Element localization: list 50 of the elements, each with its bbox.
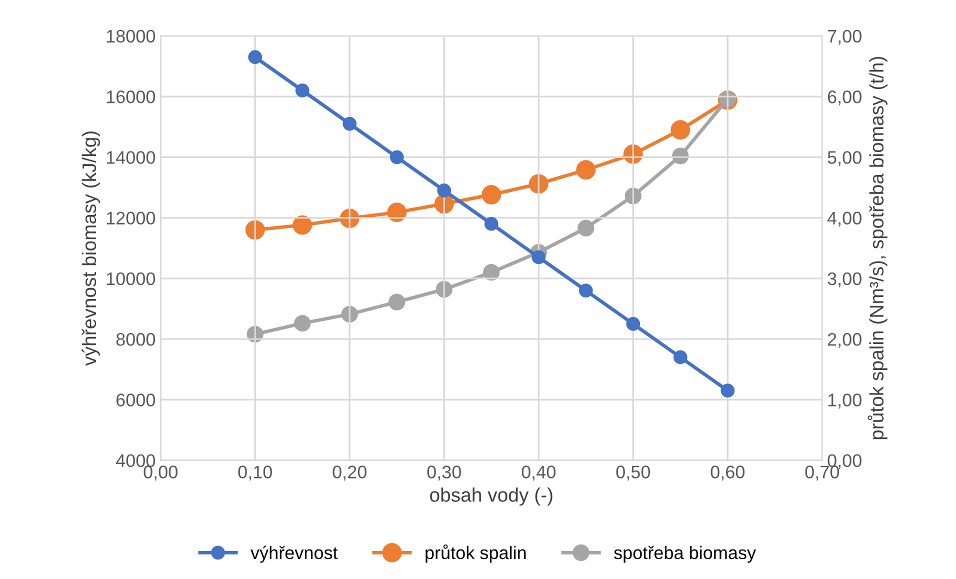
y2-tick-label: 3,00	[828, 272, 862, 288]
y-tick-label: 14000	[106, 151, 156, 164]
legend-label: průtok spalin	[426, 544, 526, 563]
y2-tick-label: 7,00	[828, 30, 862, 45]
y2-tick-label: 5,00	[828, 151, 862, 166]
y-tick-label: 16000	[106, 90, 156, 104]
x-tick-label: 0,50	[616, 466, 650, 481]
y-axis-title: výhřevnost biomasy (kJ/kg)	[82, 132, 100, 366]
point	[342, 116, 357, 131]
point	[292, 215, 312, 235]
point	[670, 120, 690, 140]
y2-tick-label: 6,00	[828, 90, 862, 106]
point	[387, 202, 407, 222]
point	[437, 184, 452, 198]
point	[578, 220, 594, 236]
y2-tick-label: 2,00	[828, 332, 862, 348]
x-axis-title: obsah vody (-)	[430, 488, 552, 506]
y2-axis-title: průtok spalin (Nm³/s), spotřeba biomasy (t/h)	[868, 56, 888, 440]
point	[626, 316, 640, 331]
x-tick-label: 0,40	[522, 466, 556, 481]
point	[294, 314, 311, 332]
x-tick-label: 0,60	[710, 466, 745, 481]
point	[578, 284, 593, 298]
x-tick-label: 0,30	[427, 466, 461, 481]
y-tick-label: 8000	[116, 332, 156, 346]
legend-label: výhřevnost	[250, 546, 338, 563]
point	[245, 220, 265, 240]
y-tick-label: 6000	[116, 394, 156, 406]
point	[390, 150, 404, 164]
y-tick-label: 18000	[106, 30, 156, 43]
point	[528, 174, 548, 194]
point	[576, 160, 596, 180]
y-tick-label: 10000	[106, 272, 156, 286]
y-tick-label: 12000	[106, 212, 156, 225]
point	[720, 384, 735, 398]
x-tick-label: 0,20	[332, 466, 366, 481]
point	[388, 294, 406, 310]
y2-tick-label: 1,00	[828, 394, 862, 409]
y2-tick-label: 4,00	[827, 212, 862, 227]
point	[295, 84, 310, 98]
y-tick-label: 4000	[116, 454, 156, 468]
point	[248, 50, 262, 64]
point	[484, 216, 498, 231]
point	[532, 250, 546, 264]
x-tick-label: 0,00	[144, 466, 178, 481]
legend-label: spotřeba biomasy	[614, 546, 756, 563]
x-tick-label: 0,10	[238, 466, 272, 481]
point	[673, 350, 688, 364]
point	[482, 185, 502, 204]
point	[483, 264, 500, 281]
